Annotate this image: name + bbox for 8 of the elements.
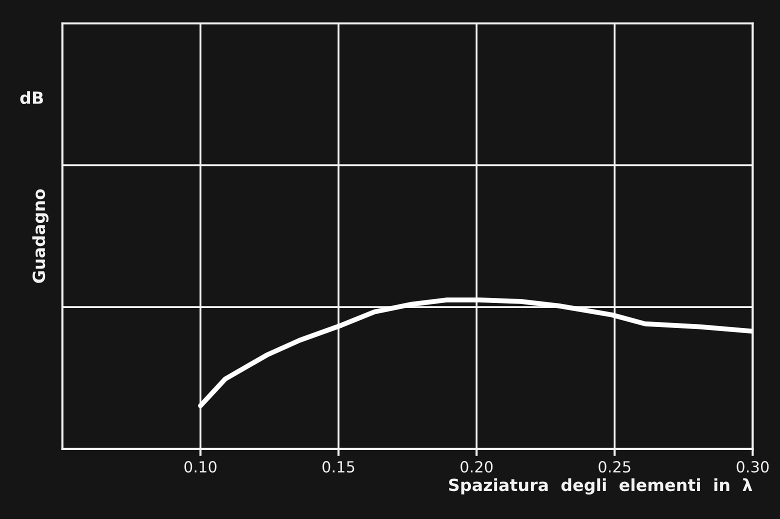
- x-axis-title: Spaziatura degli elementi in λ: [449, 478, 752, 495]
- text: dB: [20, 91, 43, 104]
- x-tick-label: 0.25: [598, 461, 630, 473]
- y-axis-title: Guadagno: [32, 189, 49, 283]
- x-tick-label: 0.20: [460, 461, 493, 473]
- x-tick-label: 0.10: [184, 461, 216, 473]
- x-tick-label: 0.15: [322, 461, 354, 473]
- x-tick-label: 0.30: [736, 461, 769, 473]
